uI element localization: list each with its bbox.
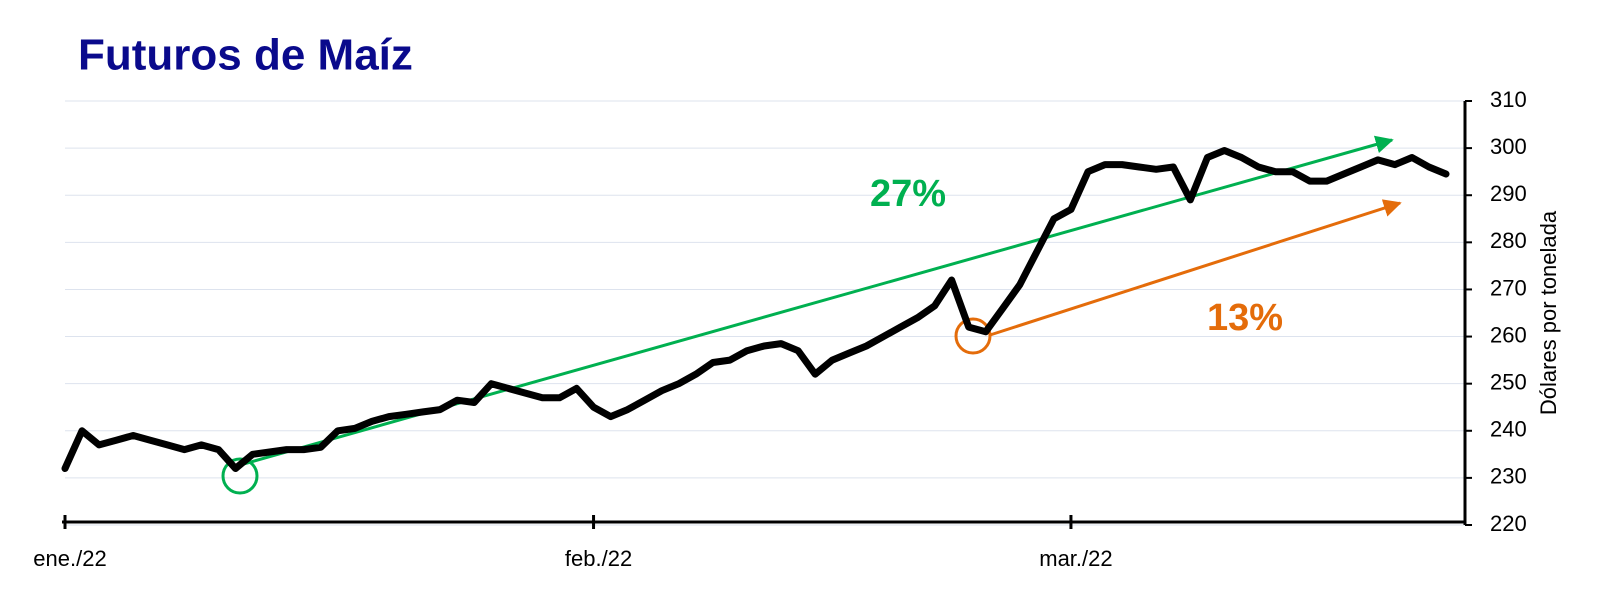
highlight-circle	[221, 457, 259, 495]
y-tick-label: 310	[1490, 87, 1527, 112]
y-tick-label: 270	[1490, 275, 1527, 300]
y-tick-label: 220	[1490, 511, 1527, 536]
trend-arrow	[989, 199, 1402, 337]
annotation: 27%	[870, 173, 946, 215]
y-tick-label: 250	[1490, 369, 1527, 394]
x-tick-label: mar./22	[1039, 546, 1112, 571]
annotation: 13%	[1207, 297, 1283, 339]
highlight-circle	[954, 317, 992, 355]
y-tick-label: 230	[1490, 464, 1527, 489]
y-tick-label: 240	[1490, 417, 1527, 442]
chart-title: Futuros de Maíz	[78, 31, 413, 80]
data-line	[61, 147, 1450, 472]
y-tick-label: 260	[1490, 322, 1527, 347]
y-axis-label: Dólares por tonelada	[1536, 210, 1561, 415]
x-tick-label: ene./22	[33, 546, 106, 571]
y-tick-label: 280	[1490, 228, 1527, 253]
y-tick-label: 300	[1490, 134, 1527, 159]
x-tick-label: feb./22	[565, 546, 632, 571]
y-tick-label: 290	[1490, 181, 1527, 206]
